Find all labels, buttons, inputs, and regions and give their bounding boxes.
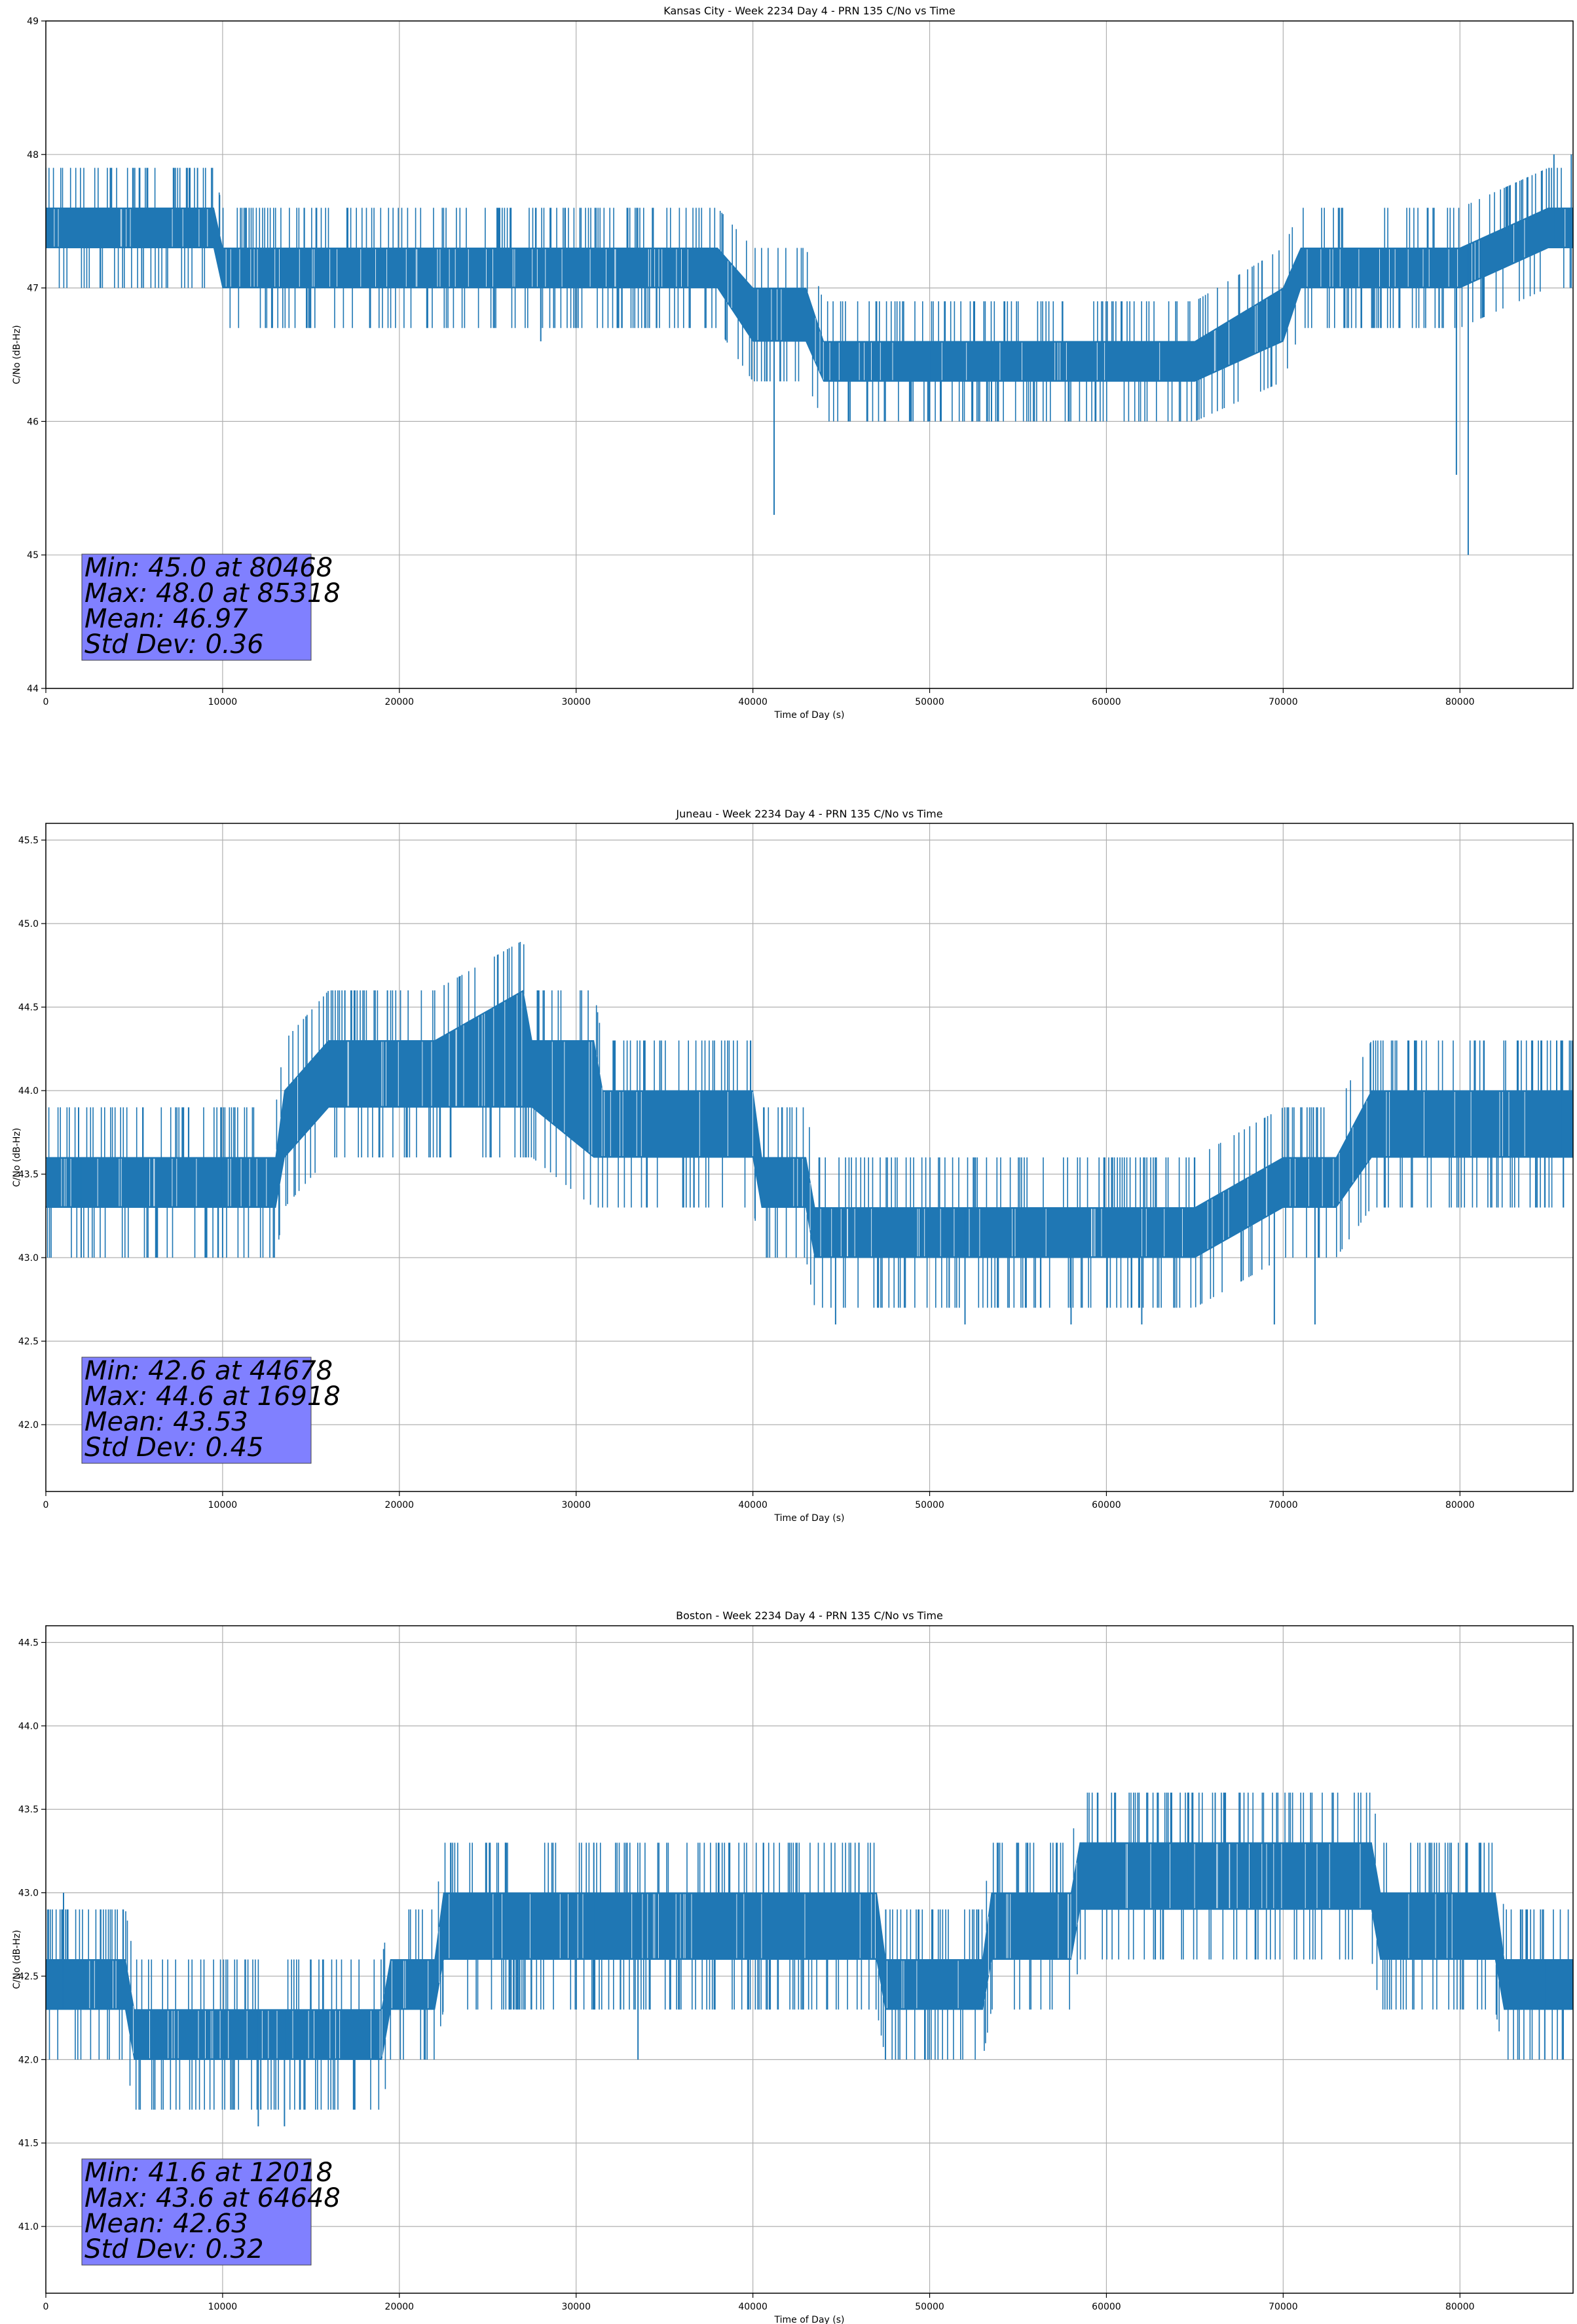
x-tick-label: 0: [43, 1500, 49, 1510]
y-tick-label: 44.5: [18, 1638, 39, 1648]
x-tick-label: 50000: [915, 697, 944, 707]
y-tick-label: 41.0: [18, 2222, 39, 2232]
x-tick-label: 80000: [1445, 2302, 1475, 2312]
stat-mean: Mean: 42.63: [84, 2209, 248, 2239]
stat-mean: Mean: 46.97: [84, 604, 248, 634]
axes-frame: [45, 1625, 1574, 2294]
x-tick-label: 10000: [208, 697, 238, 707]
stat-max: Max: 48.0 at 85318: [84, 578, 341, 609]
stat-min: Min: 41.6 at 12018: [84, 2158, 333, 2188]
chart-panel-3: 0 10000 20000 30000 40000 50000 60000 70000 8000…: [12, 1609, 1574, 2324]
chart-panel-2: 0 10000 20000 30000 40000 50000 60000 70000 8000…: [12, 808, 1574, 1524]
stats-box-background: [81, 2158, 312, 2266]
cno-gaps: [89, 1844, 1453, 2059]
x-tick-label: 50000: [915, 2302, 944, 2312]
y-tick-label: 44.0: [18, 1086, 39, 1096]
y-tick-label: 46: [27, 417, 39, 427]
y-tick-label: 43.0: [18, 1253, 39, 1264]
x-tick-label: 0: [43, 697, 49, 707]
stats-box-background: [81, 553, 312, 661]
stat-mean: Mean: 43.53: [84, 1407, 248, 1437]
x-tick-label: 30000: [561, 697, 591, 707]
stat-min: Min: 42.6 at 44678: [84, 1356, 333, 1386]
y-tick-label: 42.0: [18, 2055, 39, 2065]
x-axis-label: Time of Day (s): [774, 1513, 845, 1524]
y-tick-label: 43.0: [18, 1888, 39, 1899]
x-tick-label: 0: [43, 2302, 49, 2312]
x-tick-label: 60000: [1092, 2302, 1121, 2312]
y-tick-label: 44.5: [18, 1003, 39, 1013]
cno-band: [46, 1842, 1573, 2060]
x-tick-label: 20000: [385, 697, 415, 707]
x-tick-label: 80000: [1445, 697, 1475, 707]
y-tick-label: 42.5: [18, 1337, 39, 1347]
x-tick-label: 40000: [738, 2302, 768, 2312]
x-tick-label: 30000: [561, 2302, 591, 2312]
chart-panel-1: 0 10000 20000 30000 40000 50000 60000 70000 8000…: [12, 5, 1574, 721]
x-tick-label: 80000: [1445, 1500, 1475, 1510]
x-tick-label: 70000: [1269, 1500, 1298, 1510]
cno-noise: [46, 1792, 1569, 2110]
x-tick-label: 30000: [561, 1500, 591, 1510]
x-axis-label: Time of Day (s): [774, 2315, 845, 2324]
cno-band: [46, 990, 1573, 1258]
x-tick-label: 70000: [1269, 697, 1298, 707]
y-tick-label: 47: [27, 284, 39, 294]
stat-std-dev: Std Dev: 0.45: [84, 1433, 264, 1463]
y-axis-label: C/No (dB-Hz): [12, 325, 22, 384]
y-tick-label: 49: [27, 16, 39, 27]
cno-noise: [46, 942, 1573, 1308]
x-tick-label: 20000: [385, 1500, 415, 1510]
cno-noise: [46, 168, 1572, 422]
x-tick-label: 50000: [915, 1500, 944, 1510]
x-tick-label: 60000: [1092, 1500, 1121, 1510]
stat-std-dev: Std Dev: 0.32: [84, 2234, 264, 2264]
y-tick-label: 44: [27, 684, 39, 694]
x-tick-label: 40000: [738, 697, 768, 707]
chart-title: Kansas City - Week 2234 Day 4 - PRN 135 …: [663, 5, 955, 17]
cno-gaps: [54, 209, 1566, 381]
y-tick-label: 48: [27, 150, 39, 160]
y-tick-label: 45.0: [18, 919, 39, 929]
chart-title: Juneau - Week 2234 Day 4 - PRN 135 C/No …: [675, 808, 942, 820]
y-tick-label: 42.5: [18, 1972, 39, 1982]
cno-series: [46, 154, 1573, 555]
y-tick-label: 45.5: [18, 836, 39, 846]
stat-std-dev: Std Dev: 0.36: [84, 629, 264, 660]
x-axis-label: Time of Day (s): [774, 710, 845, 721]
axes-frame: [45, 20, 1574, 689]
y-axis-label: C/No (dB-Hz): [12, 1128, 22, 1187]
y-tick-label: 43.5: [18, 1170, 39, 1180]
x-tick-label: 20000: [385, 2302, 415, 2312]
stat-max: Max: 44.6 at 16918: [84, 1381, 341, 1412]
x-tick-label: 40000: [738, 1500, 768, 1510]
stats-box-background: [81, 1357, 312, 1464]
y-tick-label: 43.5: [18, 1805, 39, 1815]
stat-min: Min: 45.0 at 80468: [84, 553, 333, 583]
x-tick-label: 70000: [1269, 2302, 1298, 2312]
cno-series: [46, 1792, 1573, 2127]
y-axis-label: C/No (dB-Hz): [12, 1930, 22, 1989]
axes-frame: [45, 823, 1574, 1492]
x-tick-label: 10000: [208, 1500, 238, 1510]
y-tick-label: 42.0: [18, 1420, 39, 1431]
x-tick-label: 60000: [1092, 697, 1121, 707]
cno-band: [46, 207, 1573, 382]
y-tick-label: 45: [27, 550, 39, 561]
stat-max: Max: 43.6 at 64648: [84, 2183, 341, 2213]
x-tick-label: 10000: [208, 2302, 238, 2312]
y-tick-label: 44.0: [18, 1721, 39, 1732]
y-tick-label: 41.5: [18, 2139, 39, 2149]
chart-title: Boston - Week 2234 Day 4 - PRN 135 C/No …: [676, 1609, 943, 1622]
